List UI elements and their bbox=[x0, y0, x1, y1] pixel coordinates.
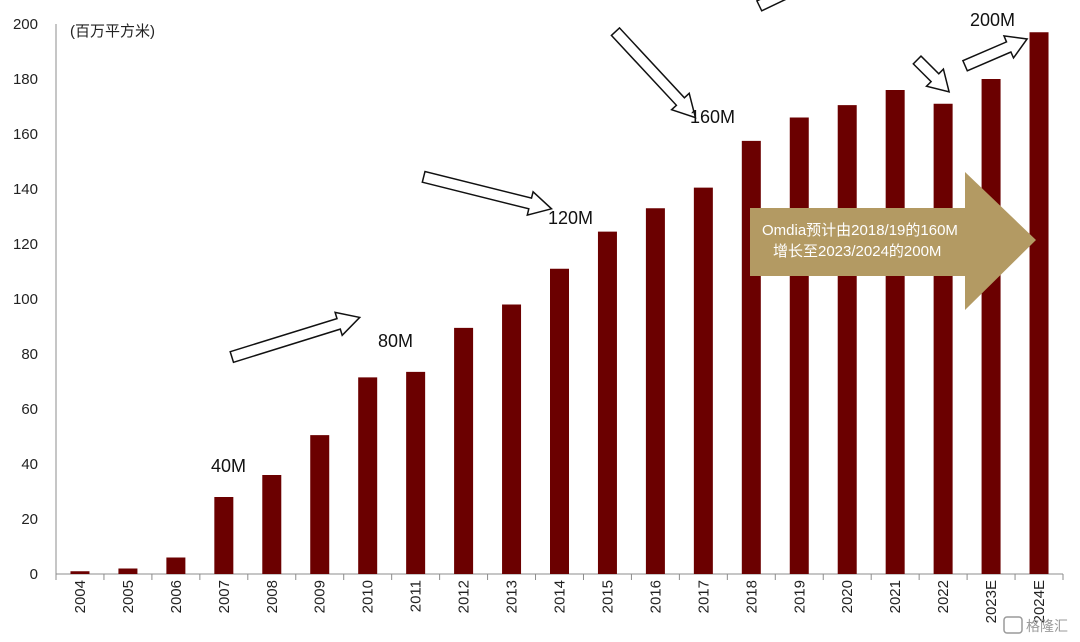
trend-arrow-2011-2014 bbox=[421, 170, 554, 217]
y-tick-label: 100 bbox=[13, 291, 38, 308]
bar-2008 bbox=[262, 475, 282, 574]
bar-2007 bbox=[214, 497, 234, 574]
x-tick-label: 2008 bbox=[264, 580, 281, 613]
callout-line-2: 增长至2023/2024的200M bbox=[773, 243, 941, 260]
y-axis: 0 20 40 60 80 100 120 140 160 180 200 bbox=[13, 16, 57, 583]
y-axis-unit-label: (百万平方米) bbox=[70, 23, 155, 40]
x-tick-label: 2023E bbox=[983, 580, 1000, 623]
x-tick-label: 2009 bbox=[312, 580, 329, 613]
x-tick-label: 2010 bbox=[360, 580, 377, 613]
bar-2013 bbox=[502, 304, 522, 574]
bar-2022 bbox=[933, 103, 953, 574]
bar-2018 bbox=[741, 140, 761, 574]
x-tick-label: 2019 bbox=[791, 580, 808, 613]
x-tick-label: 2016 bbox=[647, 580, 664, 613]
x-tick-label: 2017 bbox=[695, 580, 712, 613]
y-tick-label: 80 bbox=[21, 346, 38, 363]
y-tick-label: 200 bbox=[13, 16, 38, 33]
x-tick-label: 2006 bbox=[168, 580, 185, 613]
bar-2019 bbox=[789, 117, 809, 574]
y-tick-label: 60 bbox=[21, 401, 38, 418]
y-tick-label: 20 bbox=[21, 511, 38, 528]
x-tick-label: 2014 bbox=[552, 580, 569, 613]
bar-2010 bbox=[358, 377, 378, 574]
x-tick-label: 2005 bbox=[120, 580, 137, 613]
forecast-callout: Omdia预计由2018/19的160M 增长至2023/2024的200M bbox=[750, 172, 1036, 310]
bar-2015 bbox=[597, 231, 617, 574]
x-tick-label: 2022 bbox=[935, 580, 952, 613]
x-tick-label: 2020 bbox=[839, 580, 856, 613]
bar-2011 bbox=[406, 371, 426, 574]
x-tick-label: 2007 bbox=[216, 580, 233, 613]
bar-2004 bbox=[70, 571, 90, 574]
callout-arrow-shape bbox=[750, 172, 1036, 310]
bar-2017 bbox=[693, 187, 713, 574]
bar-2014 bbox=[550, 268, 569, 574]
trend-arrow-2022-2024 bbox=[961, 34, 1029, 72]
x-tick-label: 2004 bbox=[72, 580, 89, 613]
x-tick-label: 2011 bbox=[408, 580, 425, 612]
milestone-label-120m: 120M bbox=[548, 208, 593, 228]
x-tick-label: 2013 bbox=[504, 580, 521, 613]
x-tick-label: 2024E bbox=[1031, 580, 1048, 623]
bar-2009 bbox=[310, 435, 330, 574]
x-tick-label: 2015 bbox=[599, 580, 616, 613]
trend-arrow-2021-2022 bbox=[912, 55, 951, 93]
y-tick-label: 160 bbox=[13, 126, 38, 143]
bar-2020 bbox=[837, 105, 857, 574]
milestone-label-40m: 40M bbox=[211, 456, 246, 476]
bar-2021 bbox=[885, 90, 905, 574]
trend-arrow-2015-2017 bbox=[610, 26, 697, 119]
bar-2005 bbox=[118, 568, 138, 574]
bar-2006 bbox=[166, 557, 186, 574]
x-axis: 2004 2005 2006 2007 2008 2009 2010 2011 2012 2013… bbox=[55, 573, 1064, 623]
milestone-label-200m: 200M bbox=[970, 10, 1015, 30]
bars bbox=[70, 32, 1049, 574]
trend-arrow-2007-2010 bbox=[229, 311, 362, 364]
bar-2016 bbox=[645, 208, 665, 574]
watermark: 格隆汇 bbox=[1003, 616, 1068, 634]
trend-arrows bbox=[229, 0, 1029, 364]
x-tick-label: 2012 bbox=[456, 580, 473, 613]
watermark-text: 格隆汇 bbox=[1026, 618, 1068, 634]
y-tick-label: 120 bbox=[13, 236, 38, 253]
y-tick-label: 180 bbox=[13, 71, 38, 88]
trend-arrow-2018-2021 bbox=[755, 0, 787, 12]
bar-2023E bbox=[981, 79, 1001, 574]
bar-2024E bbox=[1029, 32, 1049, 574]
callout-line-1: Omdia预计由2018/19的160M bbox=[762, 222, 958, 239]
x-tick-label: 2021 bbox=[887, 580, 904, 613]
y-tick-label: 140 bbox=[13, 181, 38, 198]
y-tick-label: 40 bbox=[21, 456, 38, 473]
y-tick-label: 0 bbox=[30, 566, 38, 583]
milestone-label-80m: 80M bbox=[378, 331, 413, 351]
x-tick-label: 2018 bbox=[743, 580, 760, 613]
bar-2012 bbox=[454, 327, 474, 574]
milestone-label-160m: 160M bbox=[690, 107, 735, 127]
watermark-logo-icon bbox=[1003, 616, 1023, 634]
